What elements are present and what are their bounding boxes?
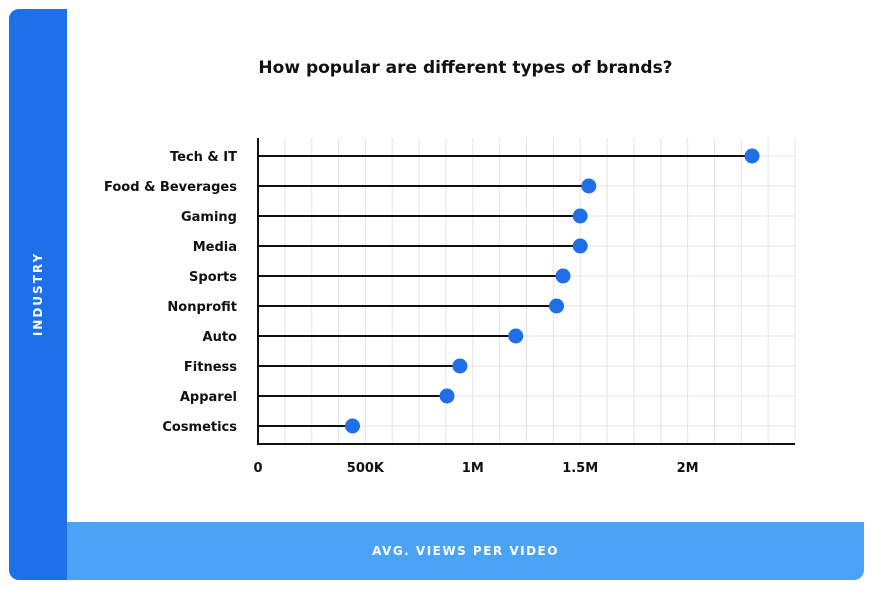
category-label: Tech & IT — [170, 150, 237, 165]
x-tick-label: 500K — [347, 461, 385, 476]
chart-card: INDUSTRY AVG. VIEWS PER VIDEO — [9, 9, 864, 580]
y-axis-band: INDUSTRY — [9, 9, 67, 580]
x-tick-label: 1M — [462, 461, 484, 476]
x-axis-label: AVG. VIEWS PER VIDEO — [372, 544, 559, 558]
data-point — [744, 148, 760, 164]
data-point — [581, 178, 597, 194]
category-label: Apparel — [180, 390, 237, 405]
x-tick-label: 0 — [253, 461, 262, 476]
data-point — [572, 238, 588, 254]
category-label: Nonprofit — [167, 300, 237, 315]
x-tick-label: 1.5M — [562, 461, 598, 476]
data-point — [549, 298, 565, 314]
data-point — [439, 388, 455, 404]
data-point — [452, 358, 468, 374]
category-label: Food & Beverages — [104, 180, 237, 195]
chart-title: How popular are different types of brand… — [258, 58, 673, 78]
x-axis-band: AVG. VIEWS PER VIDEO — [67, 522, 864, 580]
x-tick-label: 2M — [677, 461, 699, 476]
data-point — [572, 208, 588, 224]
category-label: Cosmetics — [162, 420, 237, 435]
data-point — [508, 328, 524, 344]
data-point — [345, 418, 361, 434]
category-label: Auto — [203, 330, 238, 345]
category-label: Media — [193, 240, 237, 255]
category-label: Gaming — [181, 210, 237, 225]
data-point — [555, 268, 571, 284]
category-label: Fitness — [184, 360, 237, 375]
category-label: Sports — [189, 270, 237, 285]
